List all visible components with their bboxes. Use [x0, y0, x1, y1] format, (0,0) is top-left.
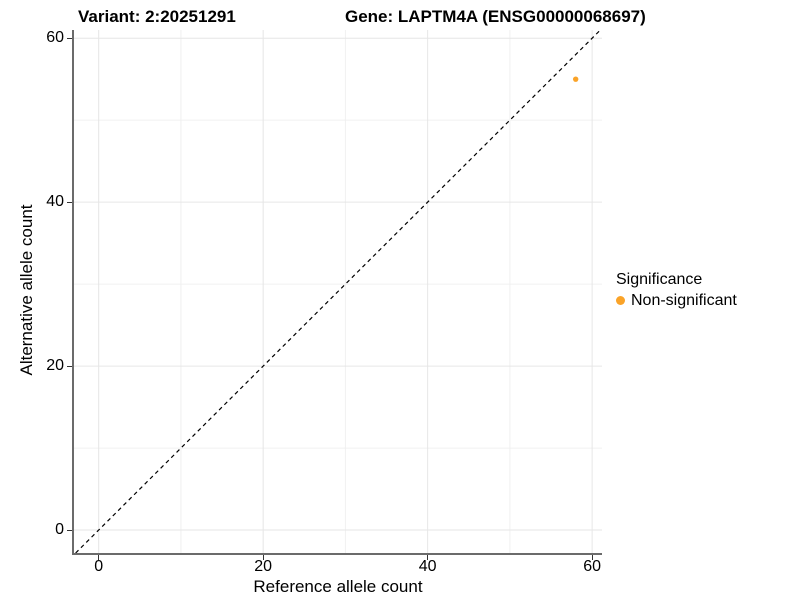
- y-tick-label: 0: [55, 521, 64, 539]
- plot-panel: [72, 30, 602, 555]
- x-axis-title: Reference allele count: [253, 577, 423, 596]
- x-tick-mark: [591, 555, 593, 560]
- legend-item-label: Non-significant: [631, 291, 737, 309]
- data-point: [572, 76, 579, 82]
- y-tick-mark: [67, 529, 72, 531]
- legend: Significance Non-significant: [616, 270, 737, 310]
- x-tick-label: 0: [94, 558, 104, 575]
- y-tick-mark: [67, 37, 72, 39]
- x-tick-label: 60: [583, 558, 602, 575]
- legend-items: Non-significant: [616, 291, 737, 310]
- x-tick-label: 40: [418, 558, 437, 575]
- x-tick-label: 20: [254, 558, 273, 575]
- legend-title: Significance: [616, 271, 703, 288]
- y-tick-label: 20: [46, 357, 64, 375]
- x-tick-mark: [262, 555, 264, 560]
- y-tick-mark: [67, 201, 72, 203]
- x-tick-mark: [427, 555, 429, 560]
- y-tick-label: 60: [46, 29, 64, 47]
- y-tick-label: 40: [46, 193, 64, 211]
- y-axis-title: Alternative allele count: [17, 204, 36, 376]
- plot-canvas: [74, 30, 602, 553]
- plot-title-gene: Gene: LAPTM4A (ENSG00000068697): [345, 7, 646, 26]
- legend-point-icon: [616, 296, 625, 305]
- y-tick-mark: [67, 365, 72, 367]
- x-tick-mark: [98, 555, 100, 560]
- legend-item: Non-significant: [616, 291, 737, 310]
- identity-line: [75, 30, 601, 553]
- plot-title-variant: Variant: 2:20251291: [78, 7, 236, 26]
